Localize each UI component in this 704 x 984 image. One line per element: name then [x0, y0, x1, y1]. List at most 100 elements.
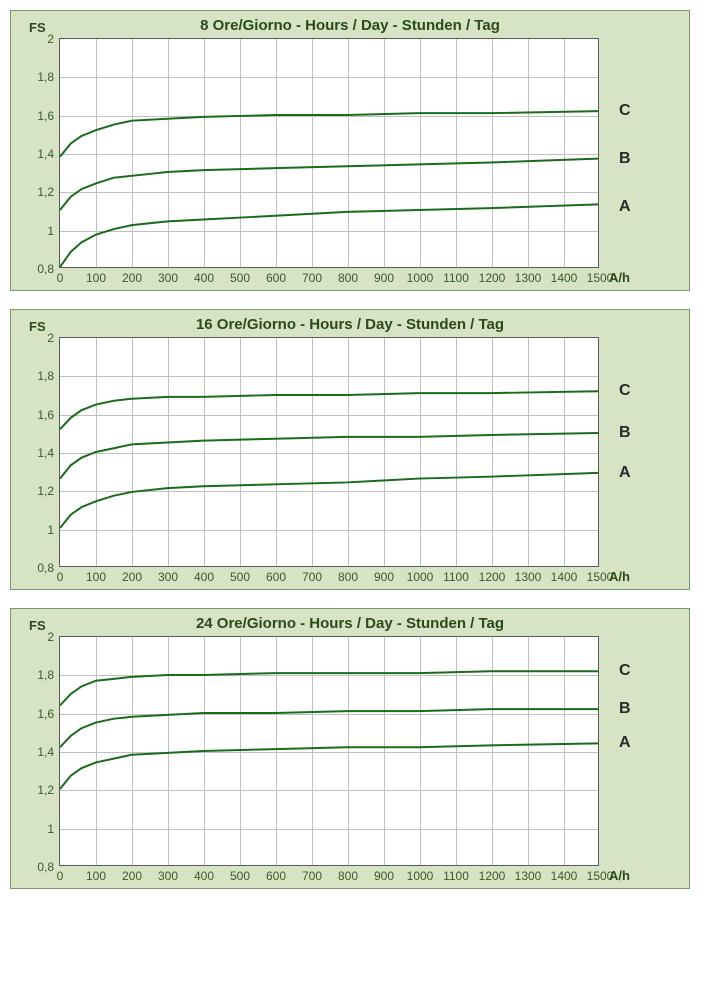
- x-tick-label: 300: [158, 271, 178, 285]
- y-tick-label: 1,8: [37, 668, 54, 682]
- y-tick-label: 2: [47, 630, 54, 644]
- gridline-vertical: [240, 338, 241, 566]
- gridline-vertical: [492, 39, 493, 267]
- x-tick-label: 500: [230, 570, 250, 584]
- chart-title: 8 Ore/Giorno - Hours / Day - Stunden / T…: [11, 11, 689, 38]
- chart-title: 24 Ore/Giorno - Hours / Day - Stunden / …: [11, 609, 689, 636]
- x-tick-label: 600: [266, 570, 286, 584]
- series-label-B: B: [619, 700, 631, 718]
- x-tick-label: 700: [302, 869, 322, 883]
- gridline-vertical: [132, 39, 133, 267]
- gridline-vertical: [96, 637, 97, 865]
- y-tick-label: 1,2: [37, 185, 54, 199]
- x-tick-label: 1200: [479, 869, 506, 883]
- y-tick-label: 2: [47, 32, 54, 46]
- gridline-vertical: [276, 338, 277, 566]
- series-label-A: A: [619, 198, 631, 216]
- gridline-vertical: [528, 637, 529, 865]
- x-tick-label: 400: [194, 869, 214, 883]
- gridline-vertical: [132, 637, 133, 865]
- x-tick-label: 1400: [551, 271, 578, 285]
- y-tick-label: 1,6: [37, 408, 54, 422]
- gridline-vertical: [564, 338, 565, 566]
- gridline-horizontal: [60, 790, 598, 791]
- x-tick-label: 1400: [551, 869, 578, 883]
- y-tick-label: 2: [47, 331, 54, 345]
- y-tick-label: 0,8: [37, 860, 54, 874]
- gridline-horizontal: [60, 829, 598, 830]
- gridline-horizontal: [60, 77, 598, 78]
- gridline-vertical: [420, 338, 421, 566]
- gridline-vertical: [384, 338, 385, 566]
- x-tick-label: 300: [158, 869, 178, 883]
- gridline-horizontal: [60, 192, 598, 193]
- gridline-vertical: [168, 338, 169, 566]
- x-tick-label: 700: [302, 570, 322, 584]
- gridline-vertical: [348, 637, 349, 865]
- gridline-horizontal: [60, 415, 598, 416]
- gridline-horizontal: [60, 675, 598, 676]
- chart-panel-0: 8 Ore/Giorno - Hours / Day - Stunden / T…: [10, 10, 690, 291]
- x-tick-label: 800: [338, 570, 358, 584]
- x-tick-label: 1300: [515, 271, 542, 285]
- gridline-horizontal: [60, 231, 598, 232]
- gridline-vertical: [564, 637, 565, 865]
- y-tick-label: 1,4: [37, 147, 54, 161]
- y-axis-label: FS: [29, 319, 46, 334]
- series-line-C: [60, 671, 598, 705]
- gridline-vertical: [276, 39, 277, 267]
- x-tick-label: 500: [230, 271, 250, 285]
- x-tick-label: 0: [57, 271, 64, 285]
- x-tick-label: 300: [158, 570, 178, 584]
- gridline-vertical: [312, 39, 313, 267]
- x-tick-label: 900: [374, 570, 394, 584]
- x-tick-label: 100: [86, 271, 106, 285]
- series-label-C: C: [619, 662, 631, 680]
- series-line-A: [60, 743, 598, 789]
- chart-body: FS0,811,21,41,61,82010020030040050060070…: [11, 38, 689, 290]
- gridline-vertical: [564, 39, 565, 267]
- plot-area: 0,811,21,41,61,8201002003004005006007008…: [59, 636, 599, 866]
- series-line-A: [60, 204, 598, 267]
- gridline-vertical: [492, 637, 493, 865]
- gridline-vertical: [456, 637, 457, 865]
- y-tick-label: 1,8: [37, 369, 54, 383]
- gridline-vertical: [204, 637, 205, 865]
- x-tick-label: 600: [266, 869, 286, 883]
- chart-title: 16 Ore/Giorno - Hours / Day - Stunden / …: [11, 310, 689, 337]
- gridline-vertical: [96, 338, 97, 566]
- x-tick-label: 500: [230, 869, 250, 883]
- y-tick-label: 1,4: [37, 745, 54, 759]
- y-tick-label: 1,2: [37, 783, 54, 797]
- x-tick-label: 1300: [515, 869, 542, 883]
- series-line-B: [60, 709, 598, 747]
- x-tick-label: 0: [57, 869, 64, 883]
- series-label-C: C: [619, 102, 631, 120]
- y-tick-label: 0,8: [37, 561, 54, 575]
- y-axis-label: FS: [29, 20, 46, 35]
- x-tick-label: 900: [374, 271, 394, 285]
- x-axis-label: A/h: [609, 569, 630, 584]
- plot-area: 0,811,21,41,61,8201002003004005006007008…: [59, 337, 599, 567]
- x-tick-label: 200: [122, 271, 142, 285]
- gridline-vertical: [276, 637, 277, 865]
- x-tick-label: 800: [338, 271, 358, 285]
- series-line-C: [60, 391, 598, 429]
- gridline-vertical: [492, 338, 493, 566]
- x-axis-label: A/h: [609, 868, 630, 883]
- gridline-vertical: [240, 637, 241, 865]
- x-tick-label: 0: [57, 570, 64, 584]
- series-label-B: B: [619, 150, 631, 168]
- y-tick-label: 1,4: [37, 446, 54, 460]
- series-line-A: [60, 473, 598, 528]
- gridline-vertical: [420, 637, 421, 865]
- y-tick-label: 1,6: [37, 109, 54, 123]
- chart-body: FS0,811,21,41,61,82010020030040050060070…: [11, 636, 689, 888]
- x-tick-label: 1000: [407, 570, 434, 584]
- gridline-vertical: [528, 39, 529, 267]
- series-label-B: B: [619, 424, 631, 442]
- gridline-vertical: [456, 39, 457, 267]
- y-tick-label: 0,8: [37, 262, 54, 276]
- x-tick-label: 1200: [479, 570, 506, 584]
- gridline-vertical: [240, 39, 241, 267]
